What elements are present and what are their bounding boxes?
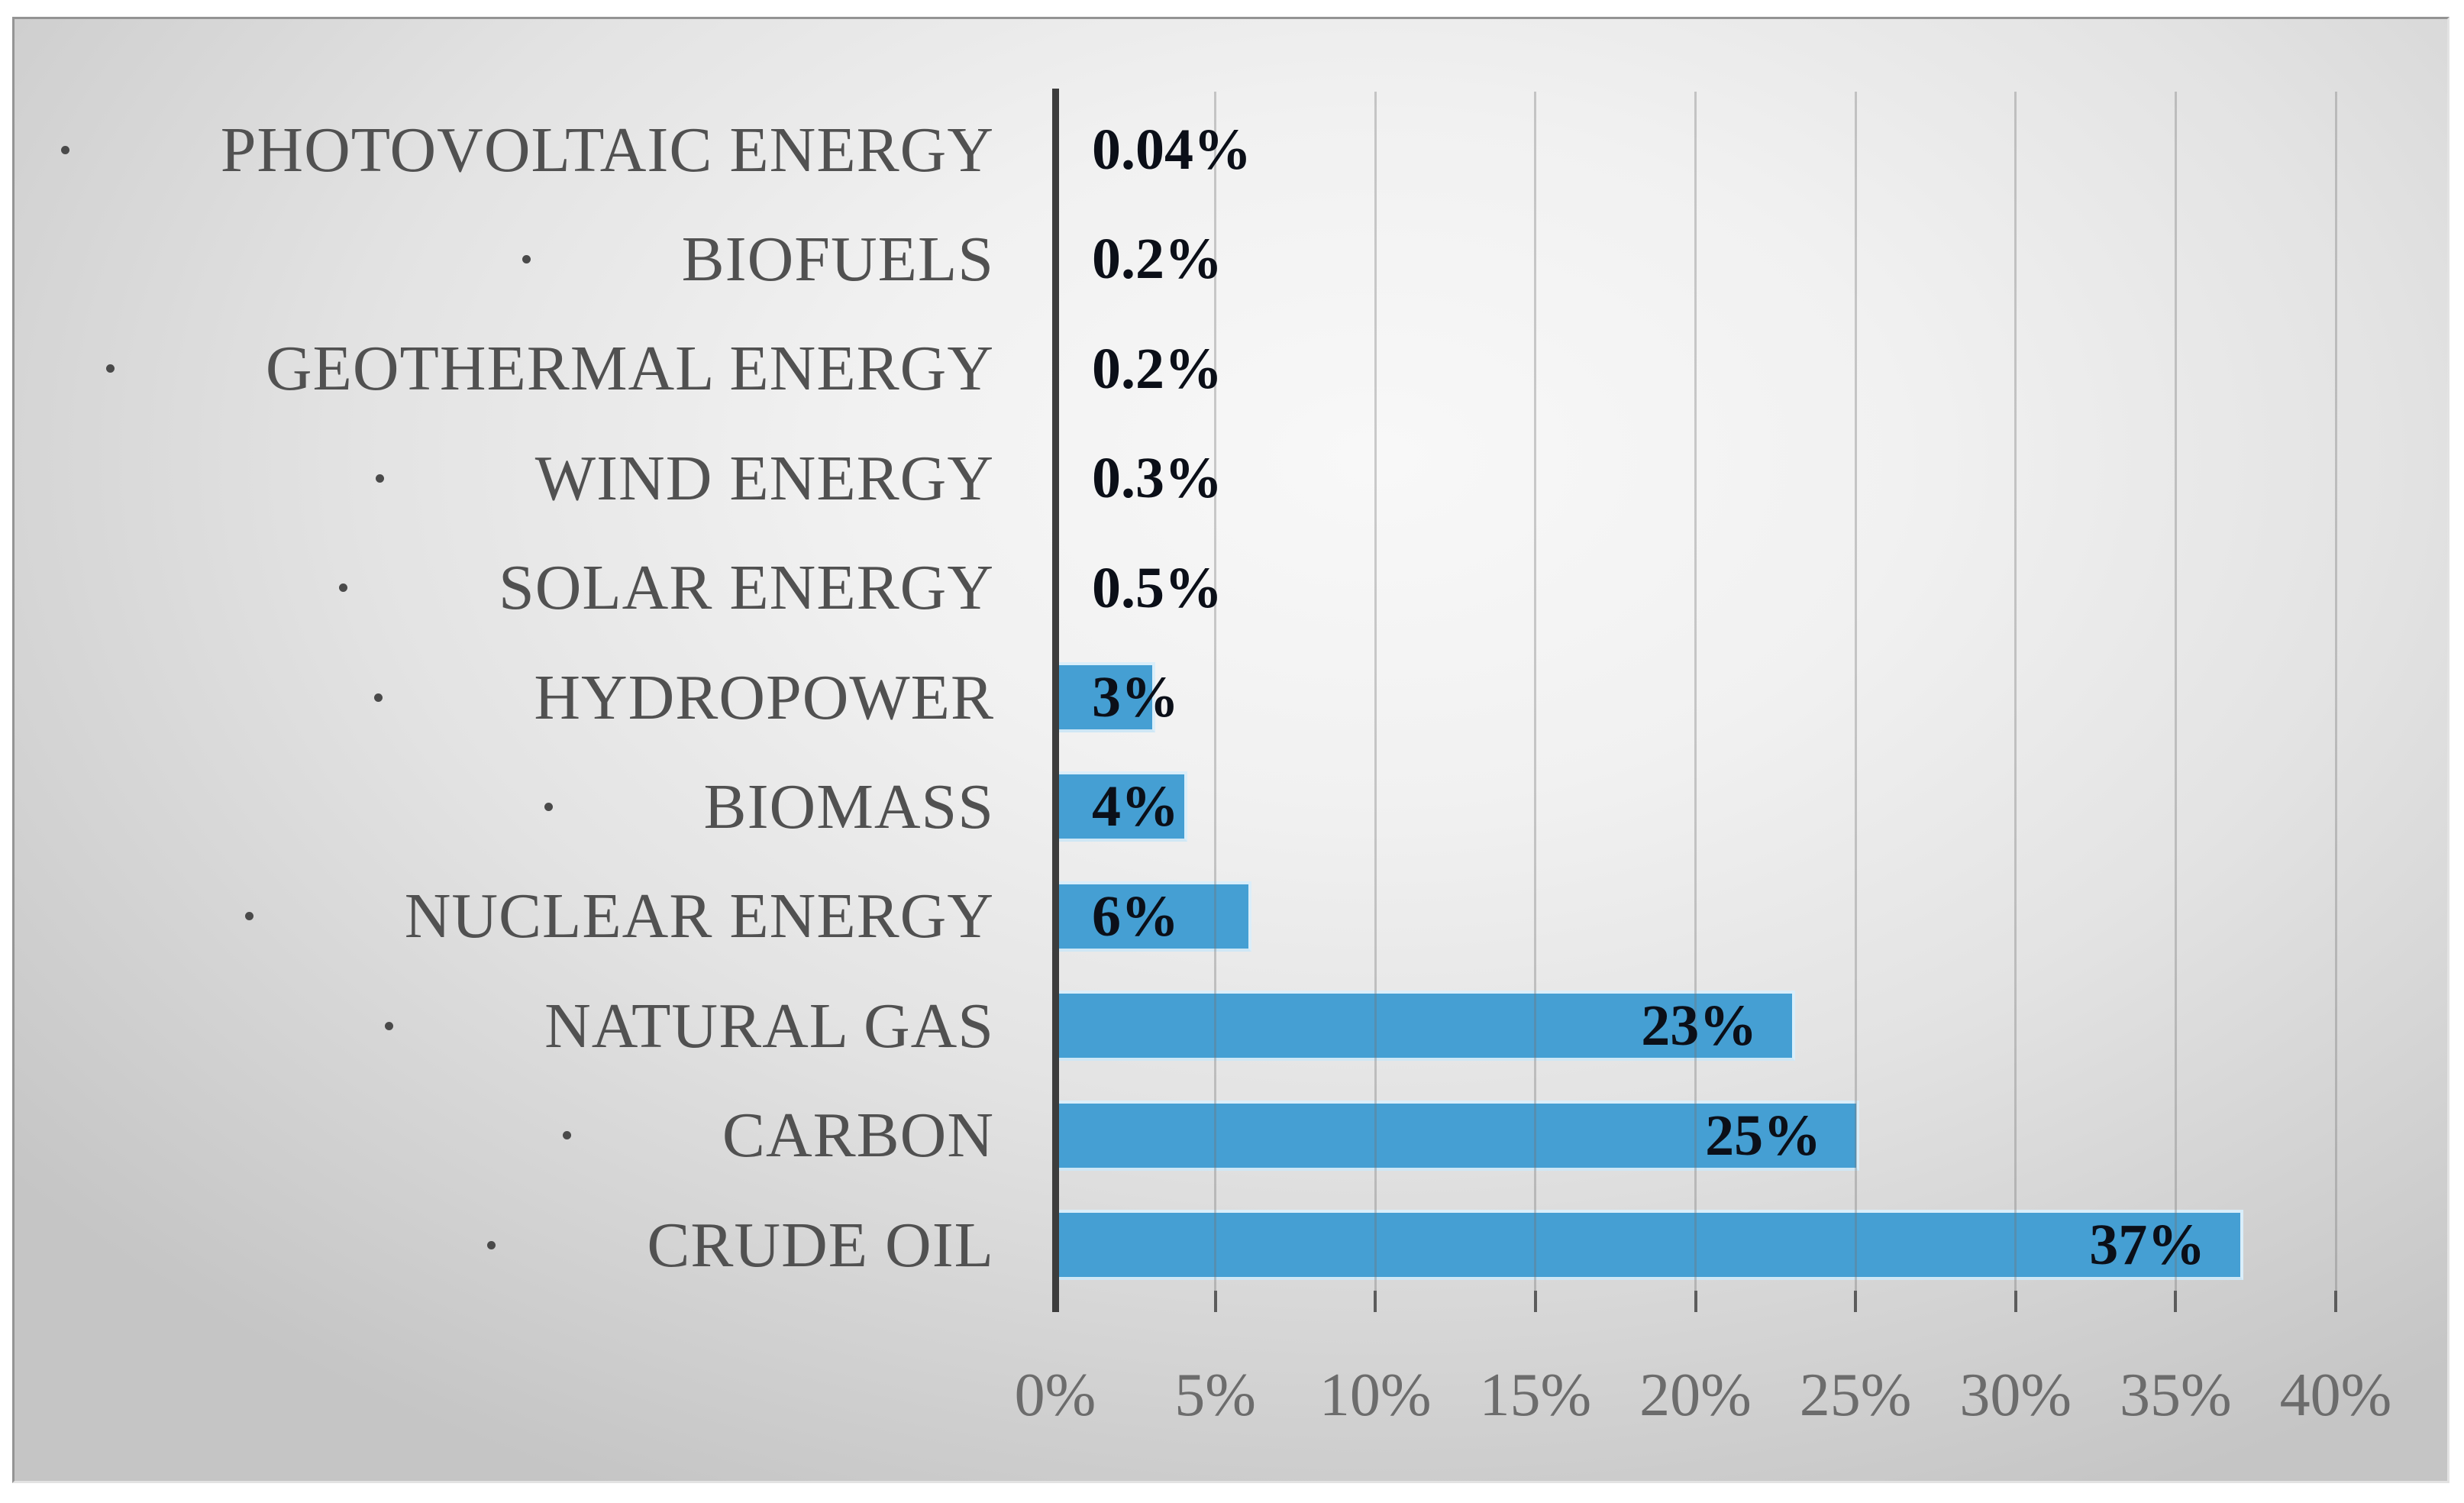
category-label-text: CARBON [722,1100,994,1172]
bullet-dot-icon [105,364,115,373]
x-axis-tick-label: 15% [1479,1362,1592,1429]
category-label: NATURAL GAS [0,978,994,1073]
value-label: 0.04% [1092,118,1251,182]
bar [1059,662,1155,732]
bullet-dot-icon [487,1240,496,1249]
category-label: HYDROPOWER [0,650,994,745]
category-label-text: GEOTHERMAL ENERGY [265,333,994,405]
value-label: 0.3% [1092,446,1222,511]
category-label: SOLAR ENERGY [0,541,994,635]
gridline [1854,92,1857,1291]
gridline [1214,92,1217,1291]
category-label-text: SOLAR ENERGY [498,552,994,624]
category-label-text: NATURAL GAS [544,990,994,1062]
bullet-dot-icon [244,912,254,921]
category-label-text: CRUDE OIL [647,1209,994,1281]
y-axis-line [1051,89,1059,1312]
bar [1059,1210,2244,1280]
category-label: WIND ENERGY [0,431,994,525]
value-label: 4% [1092,774,1179,839]
axis-tick [2174,1291,2178,1312]
x-axis-tick-label: 25% [1799,1362,1912,1429]
axis-tick [1213,1291,1217,1312]
gridline [2334,92,2337,1291]
bullet-dot-icon [522,254,531,263]
x-axis-tick-label: 30% [1959,1362,2072,1429]
category-label: NUCLEAR ENERGY [0,869,994,964]
axis-tick [2014,1291,2017,1312]
category-label-text: BIOFUELS [681,223,994,295]
value-label: 37% [2089,1213,2206,1277]
axis-tick [2334,1291,2337,1312]
bullet-dot-icon [385,1021,394,1030]
bullet-dot-icon [562,1131,571,1140]
gridline [1534,92,1537,1291]
category-label: PHOTOVOLTAIC ENERGY [0,102,994,197]
bullet-dot-icon [60,145,69,154]
axis-tick [1374,1291,1377,1312]
category-label-text: HYDROPOWER [534,661,994,733]
gridline [1374,92,1377,1291]
value-label: 25% [1705,1103,1822,1168]
x-axis-tick-label: 5% [1174,1362,1256,1429]
bullet-dot-icon [338,583,347,593]
value-label: 0.2% [1092,336,1222,401]
value-label: 0.2% [1092,227,1222,292]
gridline [1694,92,1697,1291]
bar [1059,881,1251,952]
value-label: 6% [1092,884,1179,949]
category-label: CRUDE OIL [0,1198,994,1292]
axis-tick [1694,1291,1697,1312]
gridline [2014,92,2017,1291]
x-axis-tick-label: 0% [1014,1362,1096,1429]
axis-tick [1533,1291,1537,1312]
category-label: BIOMASS [0,759,994,854]
bullet-dot-icon [375,474,384,483]
x-axis-tick-label: 40% [2279,1362,2392,1429]
category-label: BIOFUELS [0,212,994,306]
category-label: GEOTHERMAL ENERGY [0,322,994,416]
x-axis-tick-label: 35% [2120,1362,2232,1429]
bullet-dot-icon [374,693,383,702]
category-label-text: BIOMASS [703,771,994,842]
axis-tick [1854,1291,1858,1312]
category-label-text: NUCLEAR ENERGY [404,881,994,952]
bullet-dot-icon [544,802,553,811]
value-label: 3% [1092,665,1179,729]
category-label: CARBON [0,1088,994,1183]
category-label-text: PHOTOVOLTAIC ENERGY [220,114,994,186]
gridline [2174,92,2177,1291]
value-label: 23% [1641,994,1758,1059]
bar [1059,1100,1860,1171]
bar [1059,771,1187,842]
bar [1059,991,1796,1062]
category-label-text: WIND ENERGY [534,442,994,514]
x-axis-tick-label: 20% [1639,1362,1752,1429]
x-axis-tick-label: 10% [1319,1362,1432,1429]
value-label: 0.5% [1092,555,1222,620]
